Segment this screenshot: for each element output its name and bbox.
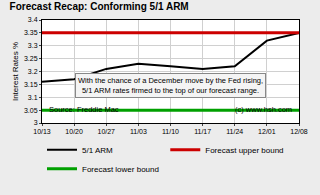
- svg-text:11/03: 11/03: [130, 128, 147, 135]
- svg-text:3.25: 3.25: [24, 55, 38, 62]
- svg-text:3.4: 3.4: [28, 16, 38, 23]
- svg-text:(c) www.hsh.com: (c) www.hsh.com: [235, 105, 292, 114]
- svg-text:3.3: 3.3: [28, 42, 38, 49]
- svg-text:3.2: 3.2: [28, 68, 38, 75]
- svg-text:11/24: 11/24: [226, 128, 243, 135]
- svg-text:With the chance of a December: With the chance of a December move by th…: [78, 76, 263, 95]
- svg-text:10/20: 10/20: [65, 128, 83, 135]
- svg-text:3.05: 3.05: [24, 107, 38, 114]
- svg-text:11/17: 11/17: [194, 128, 211, 135]
- svg-text:Forecast lower bound: Forecast lower bound: [82, 165, 159, 174]
- svg-text:5/1 ARM: 5/1 ARM: [82, 146, 113, 155]
- svg-text:Interest Rates %: Interest Rates %: [11, 42, 20, 101]
- svg-text:10/27: 10/27: [97, 128, 115, 135]
- svg-text:11/10: 11/10: [162, 128, 179, 135]
- svg-text:3.35: 3.35: [24, 29, 38, 36]
- svg-text:Forecast Recap: Conforming 5/1: Forecast Recap: Conforming 5/1 ARM: [10, 1, 189, 12]
- svg-text:Source: Freddie Mac: Source: Freddie Mac: [49, 105, 119, 114]
- svg-text:12/01: 12/01: [258, 128, 276, 135]
- svg-text:Forecast upper bound: Forecast upper bound: [205, 146, 283, 155]
- svg-text:3.1: 3.1: [28, 94, 38, 101]
- svg-text:3.15: 3.15: [24, 81, 38, 88]
- svg-text:3: 3: [34, 119, 38, 126]
- svg-text:10/13: 10/13: [33, 128, 51, 135]
- svg-text:12/08: 12/08: [290, 128, 308, 135]
